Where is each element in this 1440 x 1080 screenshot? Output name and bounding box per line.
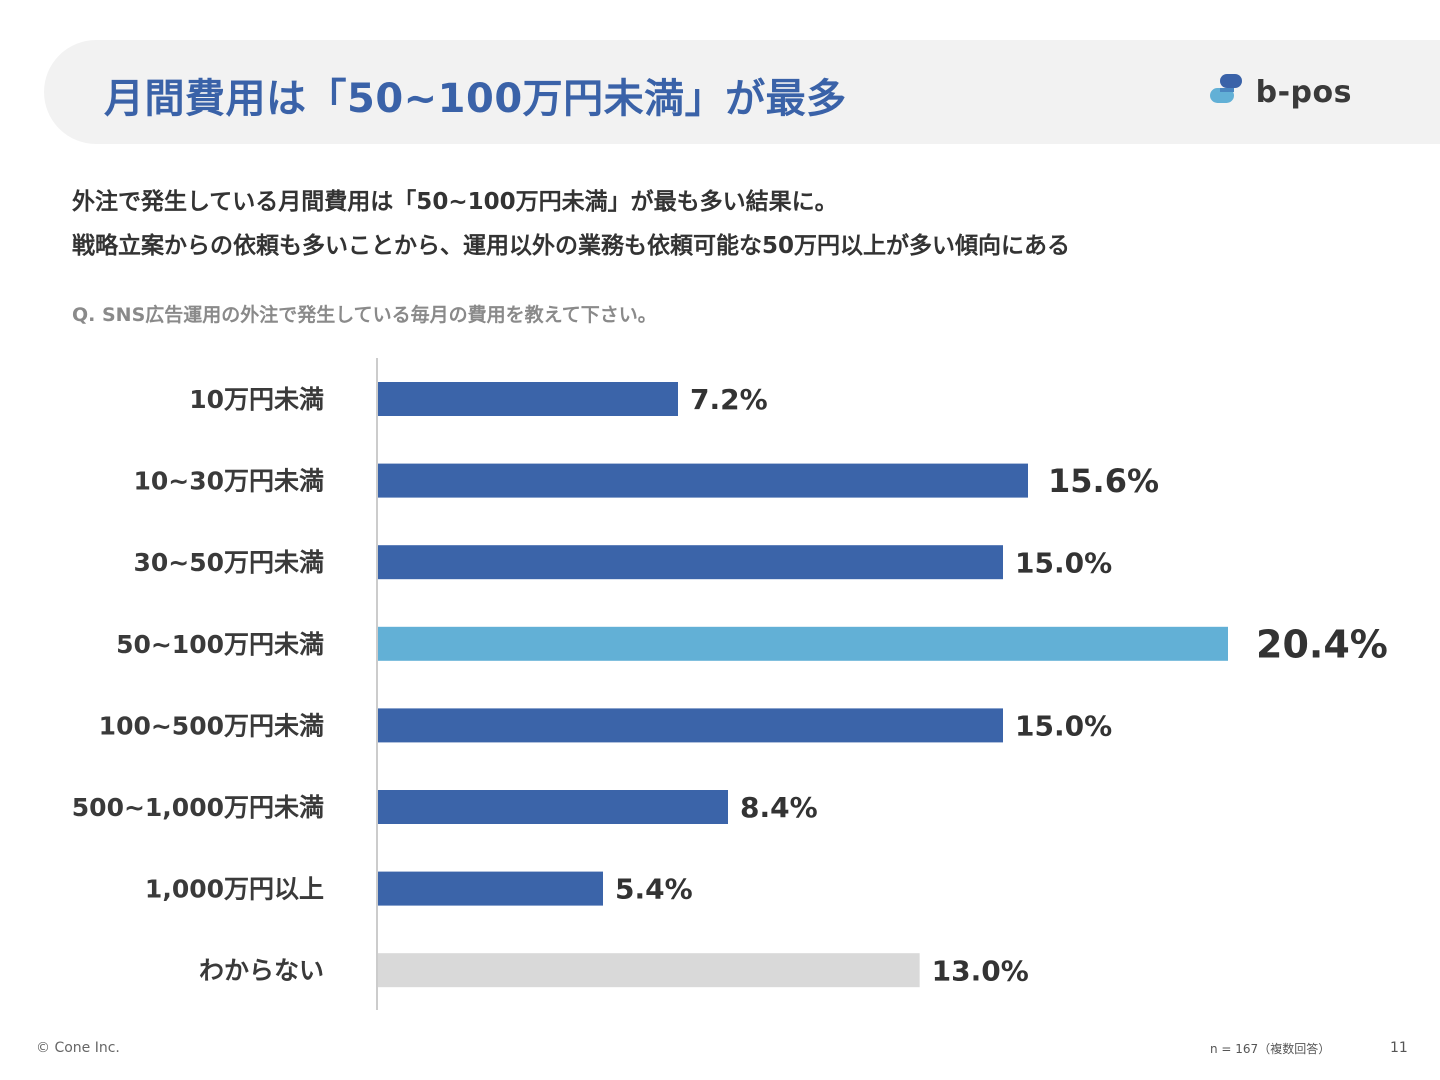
- bar: [378, 463, 1028, 498]
- page-number: 11: [1390, 1040, 1408, 1056]
- brand-logo: b-pos: [1209, 74, 1352, 110]
- logo-text: b-pos: [1255, 74, 1352, 110]
- bar: [378, 871, 603, 906]
- category-label: 1,000万円以上: [145, 875, 324, 904]
- category-label: 10万円未満: [189, 385, 324, 414]
- value-label: 7.2%: [690, 383, 768, 416]
- category-label: 10~30万円未満: [133, 467, 324, 496]
- copyright: © Cone Inc.: [36, 1040, 120, 1056]
- sample-size-note: n = 167（複数回答）: [1210, 1042, 1331, 1056]
- value-label: 13.0%: [932, 954, 1029, 987]
- value-label: 8.4%: [740, 791, 818, 824]
- summary-line-2: 戦略立案からの依頼も多いことから、運用以外の業務も依頼可能な50万円以上が多い傾…: [72, 233, 1071, 259]
- header-band: 月間費用は「50~100万円未満」が最多 b-pos: [44, 40, 1440, 144]
- summary-line-1: 外注で発生している月間費用は「50~100万円未満」が最も多い結果に。: [72, 189, 838, 215]
- summary-text: 外注で発生している月間費用は「50~100万円未満」が最も多い結果に。 戦略立案…: [72, 180, 1070, 268]
- page-title: 月間費用は「50~100万円未満」が最多: [104, 76, 847, 122]
- value-label: 15.6%: [1048, 462, 1159, 500]
- bar-chart: 10万円未満 7.2% 10~30万円未満 15.6% 30~50万円未満 15.0% 50…: [72, 358, 1388, 1010]
- b-pos-logo-icon: [1209, 74, 1242, 103]
- bar: [378, 953, 920, 988]
- survey-question: Q. SNS広告運用の外注で発生している毎月の費用を教えて下さい。: [72, 304, 657, 326]
- category-label: 100~500万円未満: [99, 711, 324, 740]
- bar: [378, 626, 1228, 661]
- bar: [378, 790, 728, 824]
- category-label: 500~1,000万円未満: [72, 793, 324, 822]
- category-label: わからない: [199, 956, 324, 985]
- bar: [378, 382, 678, 416]
- value-label: 15.0%: [1015, 546, 1112, 579]
- value-label: 5.4%: [615, 873, 693, 906]
- category-label: 50~100万円未満: [116, 630, 324, 659]
- bar: [378, 545, 1003, 580]
- value-label: 15.0%: [1015, 709, 1112, 742]
- category-label: 30~50万円未満: [133, 548, 324, 577]
- bar: [378, 708, 1003, 743]
- value-label: 20.4%: [1256, 622, 1388, 666]
